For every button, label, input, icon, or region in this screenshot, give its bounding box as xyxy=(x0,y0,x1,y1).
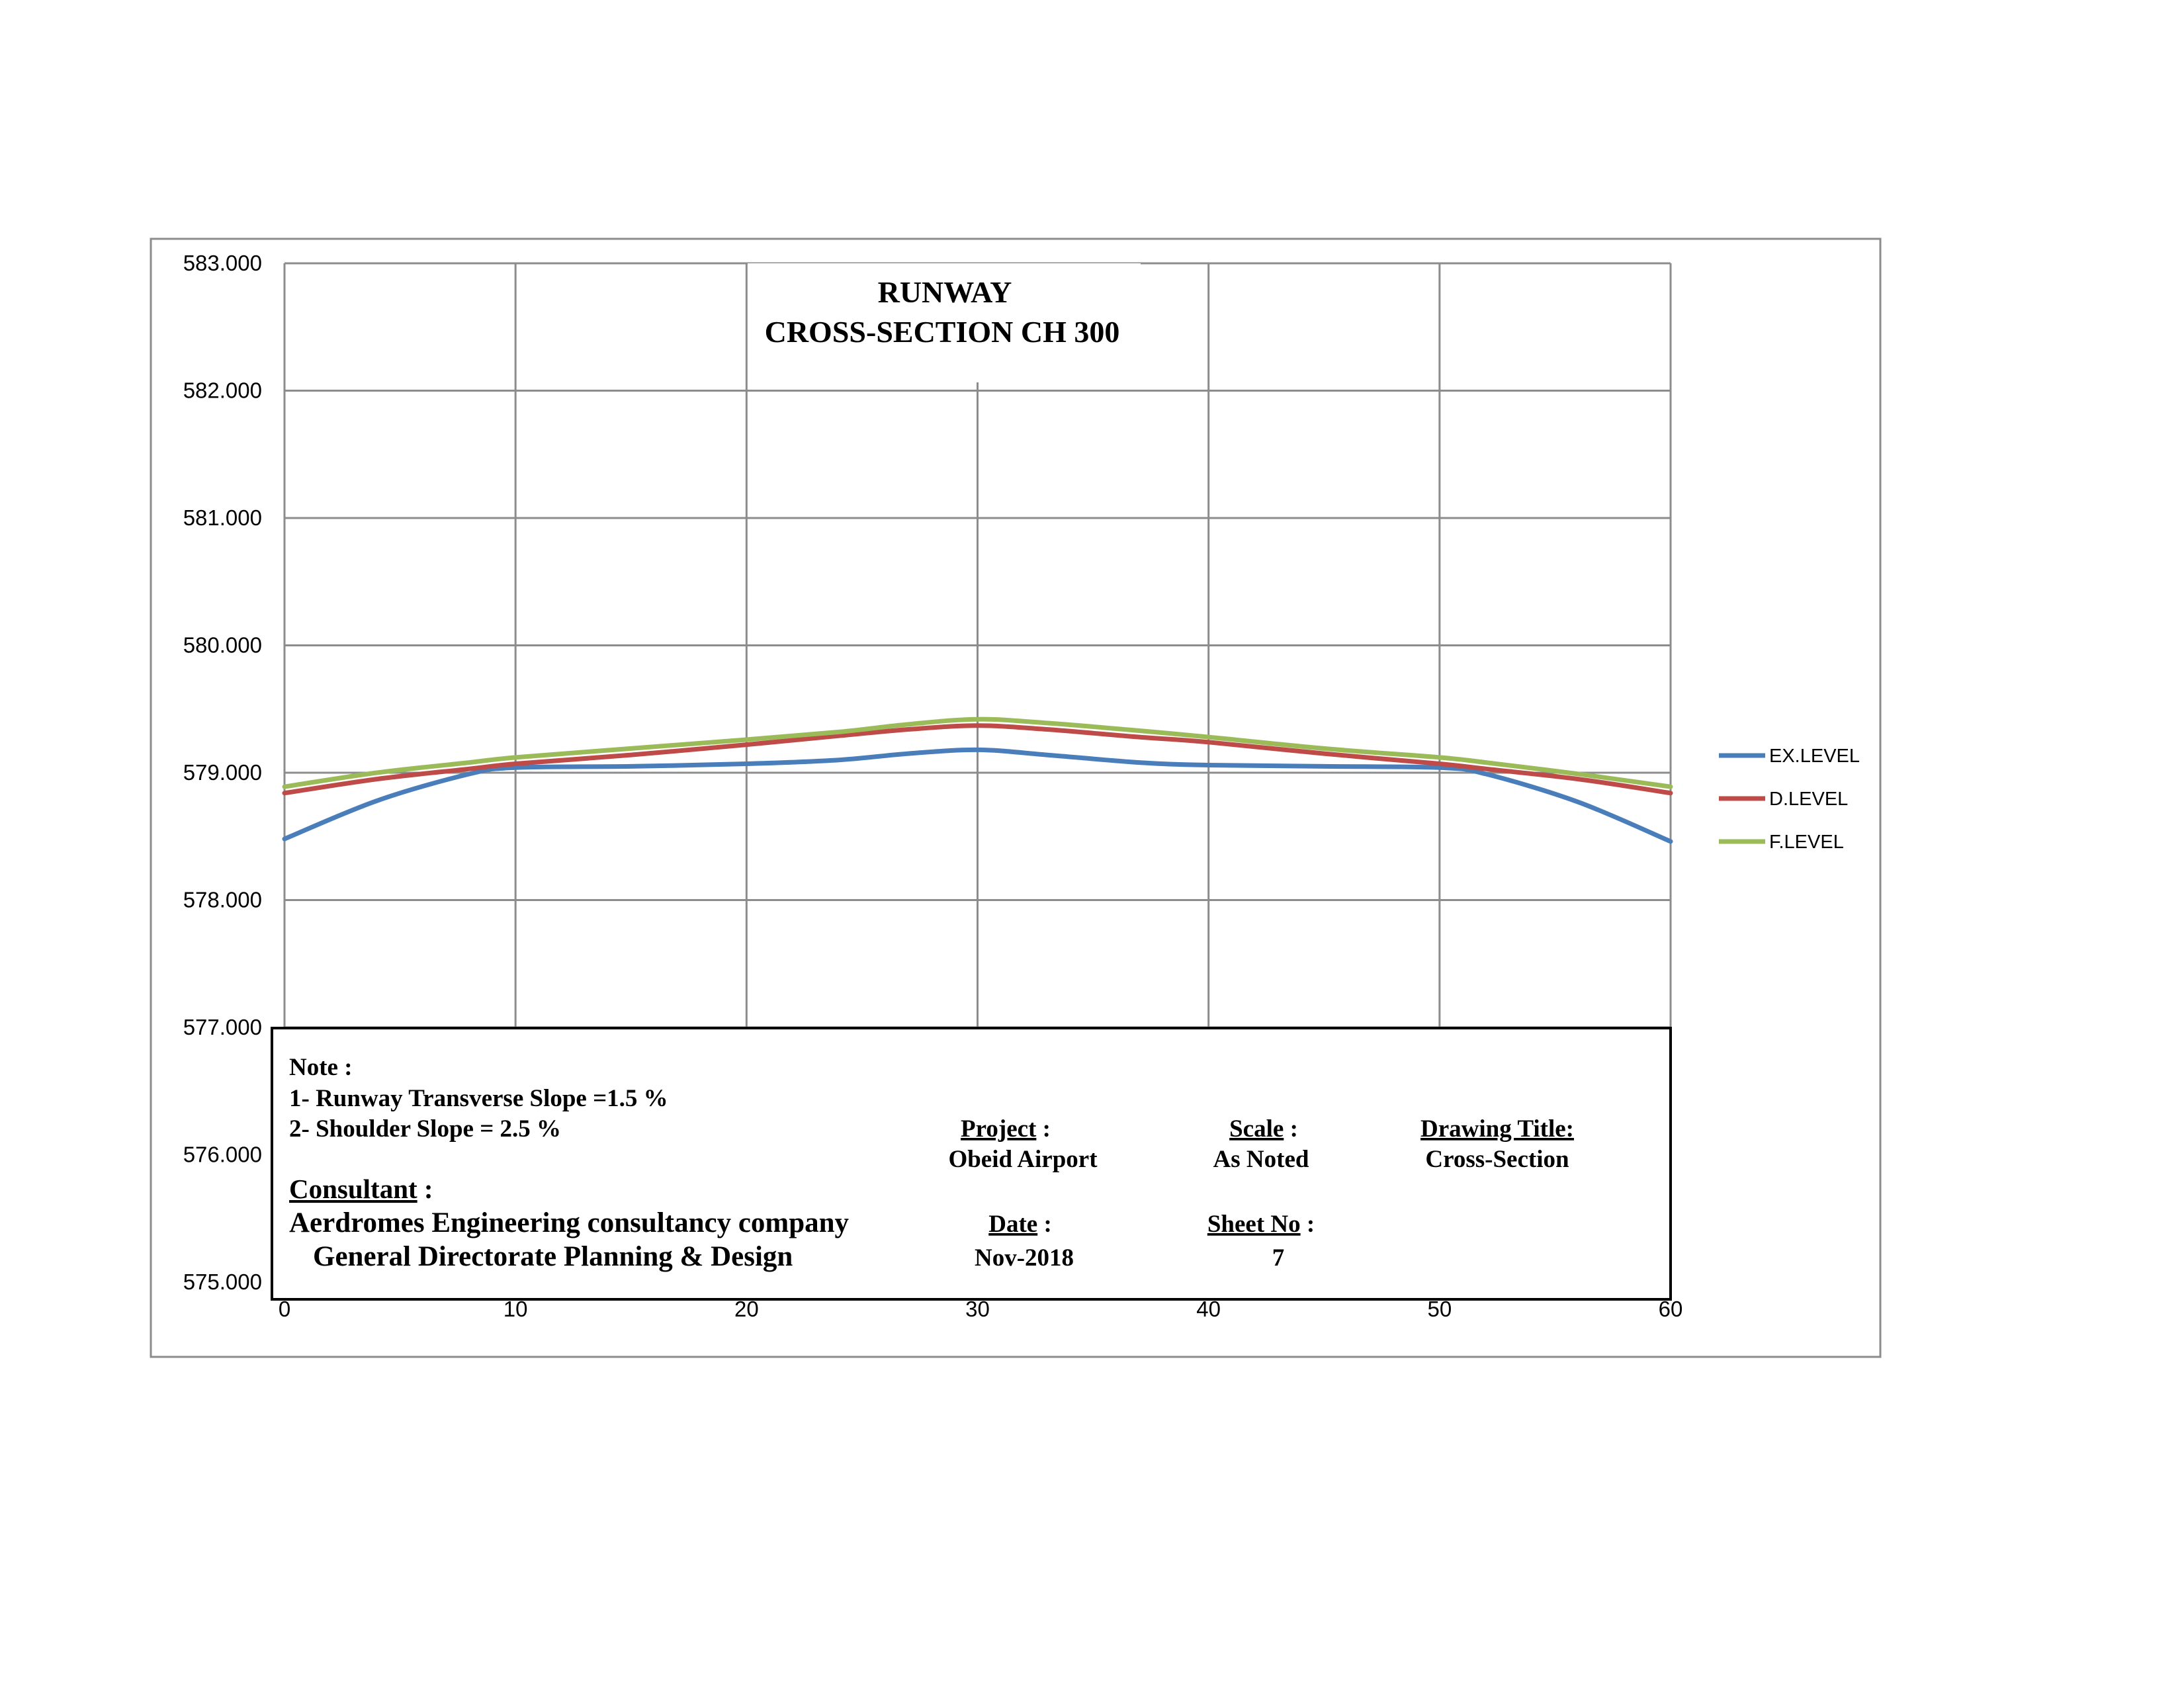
x-tick-label: 30 xyxy=(965,1297,990,1321)
legend: EX.LEVEL D.LEVEL F.LEVEL xyxy=(1719,746,1860,853)
y-tick-label: 582.000 xyxy=(183,378,262,403)
x-tick-label: 20 xyxy=(734,1297,759,1321)
note-heading: Note : xyxy=(289,1054,353,1081)
date-label: Date : xyxy=(988,1211,1052,1238)
sheet-no-label: Sheet No : xyxy=(1207,1211,1315,1238)
chart-title-line2: CROSS-SECTION CH 300 xyxy=(765,315,1120,349)
y-tick-label: 583.000 xyxy=(183,251,262,275)
consultant-department: General Directorate Planning & Design xyxy=(313,1241,793,1272)
note-1: 1- Runway Transverse Slope =1.5 % xyxy=(289,1085,668,1112)
legend-label: F.LEVEL xyxy=(1769,832,1844,853)
chart-title-line1: RUNWAY xyxy=(878,275,1012,309)
y-tick-label: 578.000 xyxy=(183,888,262,912)
x-axis-tick-labels: 0 10 20 30 40 50 60 xyxy=(279,1297,1683,1321)
series-line-ex-level xyxy=(282,747,1673,844)
date-value: Nov-2018 xyxy=(975,1244,1074,1272)
project-label: Project : xyxy=(961,1115,1051,1143)
x-tick-label: 60 xyxy=(1659,1297,1683,1321)
y-tick-label: 579.000 xyxy=(183,760,262,785)
legend-label: D.LEVEL xyxy=(1769,789,1848,810)
x-tick-label: 10 xyxy=(503,1297,528,1321)
series-line-d-level xyxy=(282,723,1673,796)
x-tick-label: 50 xyxy=(1427,1297,1452,1321)
y-tick-label: 577.000 xyxy=(183,1015,262,1039)
note-2: 2- Shoulder Slope = 2.5 % xyxy=(289,1115,561,1143)
y-tick-label: 575.000 xyxy=(183,1270,262,1294)
project-value: Obeid Airport xyxy=(948,1146,1098,1173)
title-background xyxy=(748,263,1141,382)
consultant-label: Consultant : xyxy=(289,1174,433,1204)
y-tick-label: 580.000 xyxy=(183,633,262,658)
drawing-title-label: Drawing Title: xyxy=(1420,1115,1574,1143)
sheet-no-value: 7 xyxy=(1272,1244,1285,1272)
y-tick-label: 576.000 xyxy=(183,1143,262,1167)
drawing-title-value: Cross-Section xyxy=(1425,1146,1569,1173)
series-line-f-level xyxy=(282,716,1673,789)
scale-value: As Noted xyxy=(1213,1146,1309,1173)
y-tick-label: 581.000 xyxy=(183,505,262,530)
title-block: Note : 1- Runway Transverse Slope =1.5 %… xyxy=(271,1027,1672,1301)
legend-label: EX.LEVEL xyxy=(1769,746,1860,767)
title-block-border xyxy=(271,1027,1672,1301)
series-lines xyxy=(282,716,1673,844)
x-tick-label: 0 xyxy=(279,1297,290,1321)
consultant-name: Aerdromes Engineering consultancy compan… xyxy=(289,1207,850,1238)
y-axis-tick-labels: 575.000 576.000 577.000 578.000 579.000 580.0… xyxy=(183,251,262,1294)
scale-label: Scale : xyxy=(1229,1115,1298,1143)
x-tick-label: 40 xyxy=(1196,1297,1221,1321)
